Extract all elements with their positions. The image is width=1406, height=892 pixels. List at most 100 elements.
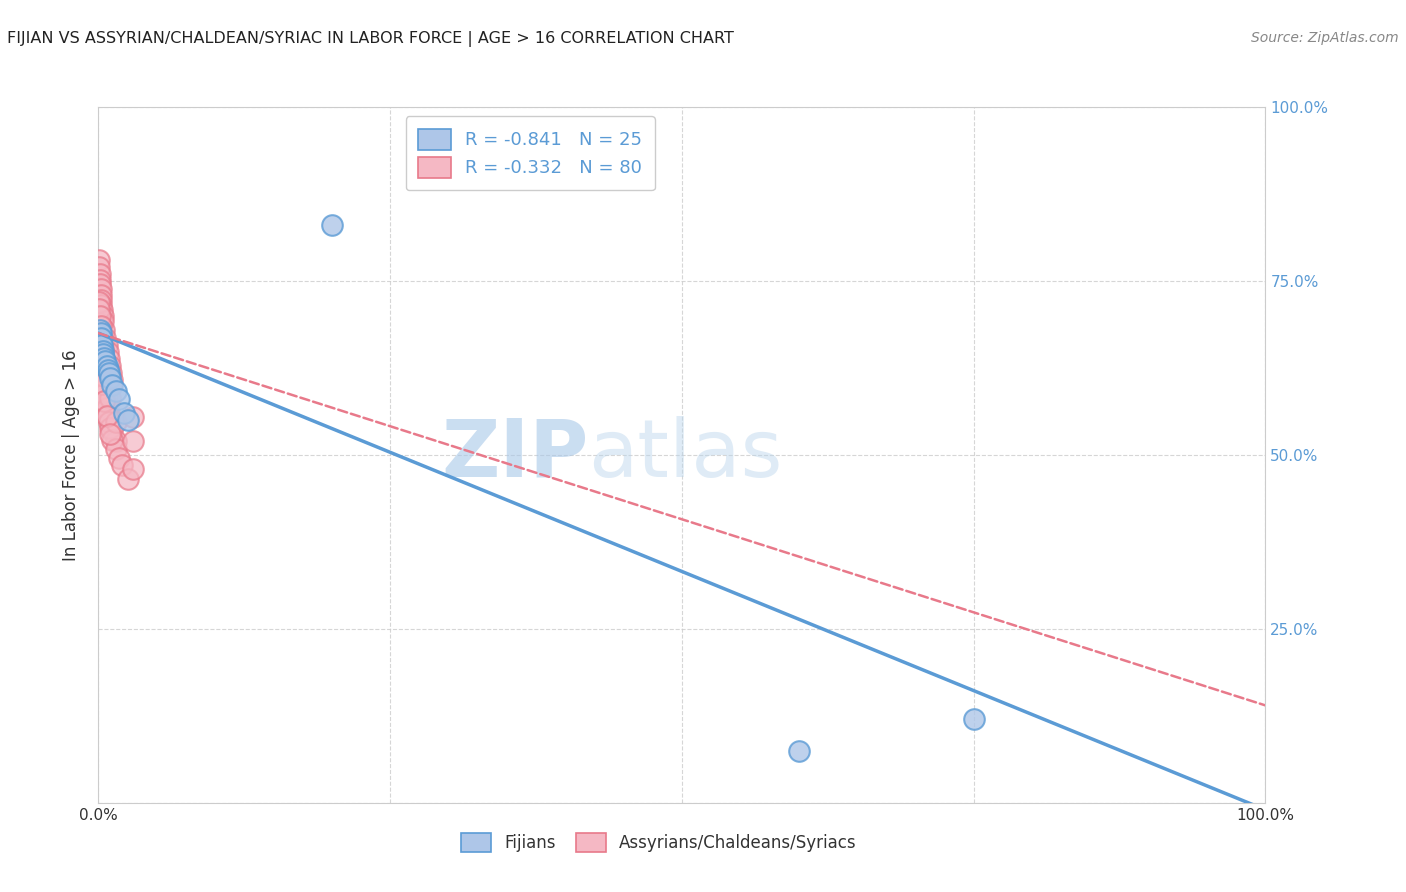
Point [90, 288, 112, 302]
Point [122, 409, 145, 424]
Point [101, 373, 124, 387]
Point [89, 340, 111, 354]
Point [94, 331, 117, 345]
Text: atlas: atlas [589, 416, 783, 494]
Point [89, 323, 111, 337]
Point [87, 351, 110, 365]
Point [98, 359, 121, 373]
Point [89, 267, 111, 281]
Point [90, 354, 112, 368]
Point [89, 329, 111, 343]
Point [104, 384, 127, 398]
Point [87, 316, 110, 330]
Point [90, 331, 112, 345]
Point [90, 326, 112, 340]
Point [100, 366, 122, 380]
Point [97, 399, 120, 413]
Point [90, 359, 112, 373]
Point [89, 333, 111, 347]
Point [97, 406, 120, 420]
Point [101, 424, 124, 438]
Point [93, 323, 115, 337]
Point [97, 351, 120, 366]
Text: ZIP: ZIP [441, 416, 589, 494]
Point [94, 385, 117, 400]
Legend: Fijians, Assyrians/Chaldeans/Syriacs: Fijians, Assyrians/Chaldeans/Syriacs [449, 822, 868, 864]
Point [90, 368, 112, 382]
Point [97, 415, 120, 429]
Point [97, 345, 120, 359]
Point [101, 378, 124, 392]
Point [89, 351, 111, 366]
Point [90, 376, 112, 391]
Point [101, 433, 124, 447]
Point [90, 340, 112, 354]
Point [89, 340, 111, 354]
Point [87, 294, 110, 309]
Point [97, 408, 120, 422]
Point [93, 351, 115, 365]
Point [90, 331, 112, 345]
Point [94, 354, 117, 368]
Point [111, 458, 134, 473]
Point [787, 744, 810, 758]
Point [962, 712, 984, 726]
Point [91, 343, 114, 358]
Point [98, 371, 121, 385]
Point [96, 392, 118, 407]
Point [97, 363, 120, 377]
Point [122, 434, 145, 448]
Point [89, 309, 111, 323]
Point [89, 301, 111, 316]
Point [91, 364, 114, 378]
Point [89, 347, 111, 361]
Point [89, 323, 111, 337]
Point [98, 391, 121, 405]
Point [90, 359, 112, 373]
Point [91, 314, 114, 328]
Point [90, 303, 112, 318]
Point [89, 336, 111, 351]
Point [98, 427, 121, 442]
Point [112, 406, 135, 420]
Point [96, 359, 118, 373]
Point [90, 298, 112, 312]
Point [93, 386, 115, 401]
Point [104, 415, 127, 429]
Point [108, 451, 131, 466]
Point [89, 260, 111, 274]
Point [91, 347, 114, 361]
Point [89, 328, 111, 343]
Point [117, 472, 139, 486]
Point [90, 370, 112, 384]
Point [91, 342, 114, 356]
Point [94, 393, 117, 408]
Point [93, 378, 115, 392]
Point [97, 366, 120, 380]
Point [91, 370, 114, 384]
Point [90, 319, 112, 334]
Point [89, 359, 111, 373]
Point [96, 370, 118, 384]
Point [104, 442, 127, 457]
Point [96, 338, 118, 352]
Text: FIJIAN VS ASSYRIAN/CHALDEAN/SYRIAC IN LABOR FORCE | AGE > 16 CORRELATION CHART: FIJIAN VS ASSYRIAN/CHALDEAN/SYRIAC IN LA… [7, 31, 734, 47]
Point [89, 343, 111, 358]
Point [89, 272, 111, 286]
Point [96, 401, 118, 415]
Point [91, 380, 114, 394]
Point [108, 392, 131, 407]
Point [91, 309, 114, 323]
Y-axis label: In Labor Force | Age > 16: In Labor Force | Age > 16 [62, 349, 80, 561]
Point [87, 253, 110, 268]
Text: Source: ZipAtlas.com: Source: ZipAtlas.com [1251, 31, 1399, 45]
Point [104, 434, 127, 448]
Point [90, 364, 112, 378]
Point [117, 413, 139, 427]
Point [98, 413, 121, 427]
Point [89, 336, 111, 351]
Point [89, 333, 111, 347]
Point [98, 421, 121, 435]
Point [89, 282, 111, 296]
Point [93, 351, 115, 366]
